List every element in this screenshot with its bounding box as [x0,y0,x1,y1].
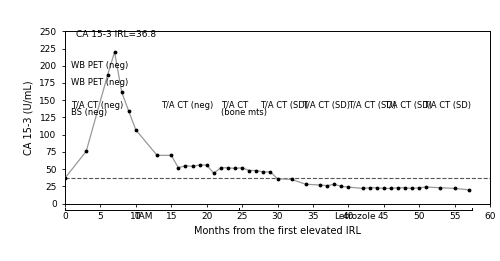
Text: T/A CT (SD): T/A CT (SD) [422,100,470,110]
Text: Letrozole: Letrozole [334,212,376,221]
X-axis label: Months from the first elevated IRL: Months from the first elevated IRL [194,227,361,236]
Text: CA 15-3 IRL=36.8: CA 15-3 IRL=36.8 [76,29,156,39]
Text: T/A CT (SD): T/A CT (SD) [348,100,397,110]
Y-axis label: CA 15-3 (U/mL): CA 15-3 (U/mL) [24,80,34,155]
Text: TAM: TAM [134,212,152,221]
Text: WB PET (neg): WB PET (neg) [70,61,128,70]
Text: BS (neg): BS (neg) [70,108,107,117]
Text: (bone mts): (bone mts) [221,108,267,117]
Text: WB PET (neg): WB PET (neg) [70,78,128,87]
Text: T/A CT: T/A CT [221,100,248,110]
Text: T/A CT (neg): T/A CT (neg) [70,100,123,110]
Text: T/A CT (neg): T/A CT (neg) [160,100,213,110]
Text: T/A CT (SD): T/A CT (SD) [302,100,350,110]
Text: T/A CT (SD): T/A CT (SD) [384,100,432,110]
Text: T/A CT (SD): T/A CT (SD) [260,100,308,110]
